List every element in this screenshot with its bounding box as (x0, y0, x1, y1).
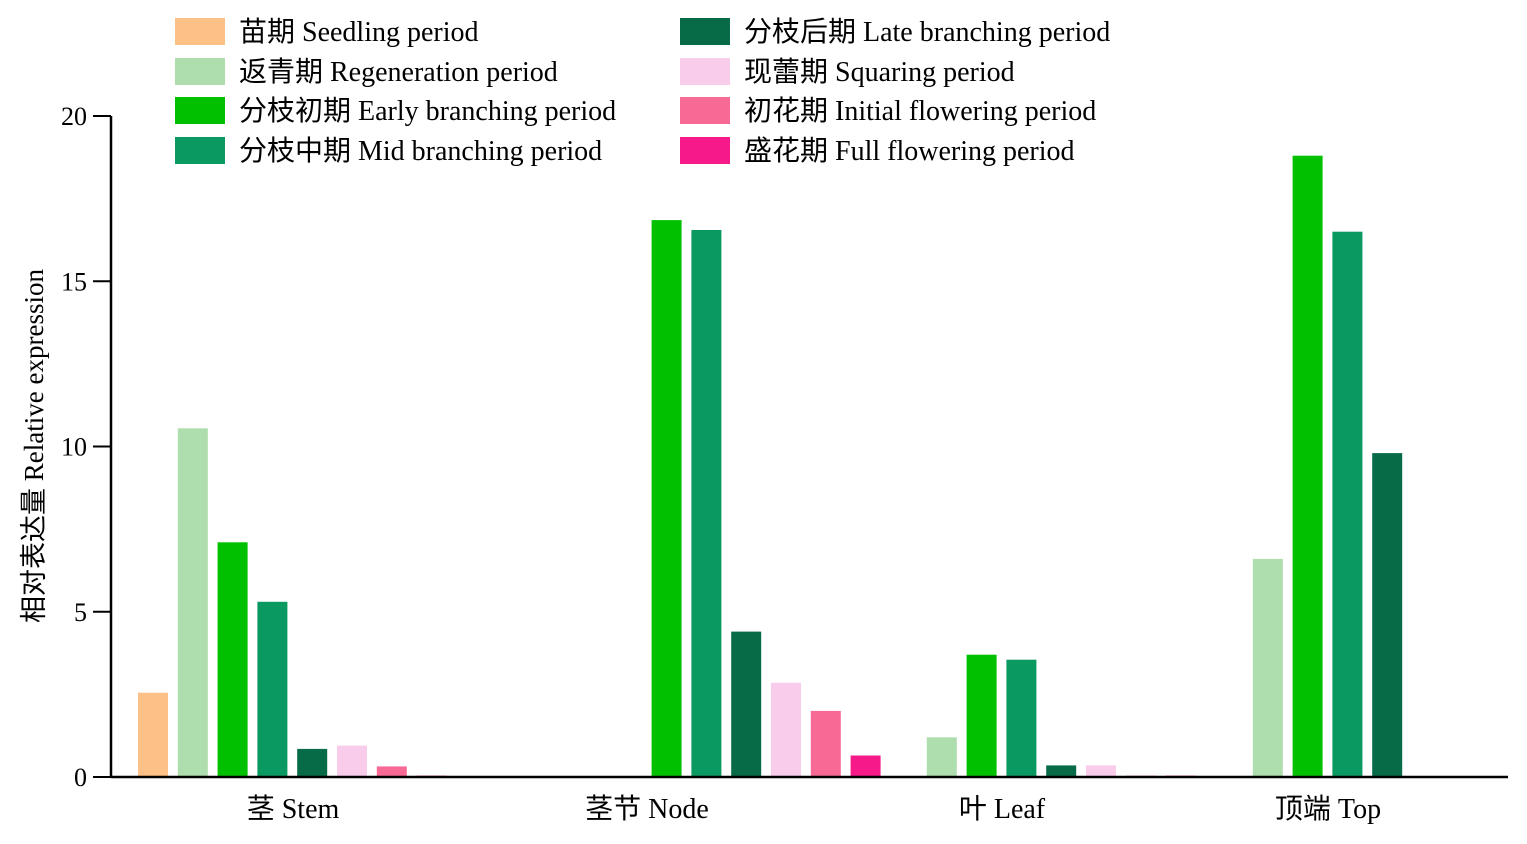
legend-swatch (175, 97, 225, 124)
y-axis-title: 相对表达量 Relative expression (19, 269, 49, 623)
y-tick-label: 5 (74, 598, 87, 627)
bar (257, 601, 288, 777)
legend-label: 初花期 Initial flowering period (744, 95, 1096, 127)
bar (177, 428, 208, 777)
x-tick-label: 叶 Leaf (959, 794, 1046, 825)
bar (1046, 765, 1077, 777)
bar (1006, 659, 1037, 777)
legend-swatch (680, 58, 730, 85)
y-tick-label: 0 (74, 763, 87, 792)
legend-swatch (680, 18, 730, 45)
x-tick-label: 茎节 Node (585, 793, 709, 825)
bar (337, 745, 367, 777)
bar (731, 631, 762, 777)
legend-label: 分枝后期 Late branching period (744, 16, 1110, 48)
legend-label: 苗期 Seedling period (239, 16, 479, 48)
legend-label: 盛花期 Full flowering period (744, 135, 1075, 167)
legend-label: 分枝中期 Mid branching period (239, 135, 602, 167)
bar (850, 755, 881, 777)
y-tick-label: 15 (61, 267, 87, 296)
x-tick-label: 茎 Stem (247, 793, 340, 825)
y-tick-label: 10 (61, 433, 87, 462)
legend-label: 返青期 Regeneration period (239, 56, 558, 88)
legend: 苗期 Seedling period 返青期 Regeneration perio… (175, 16, 1110, 167)
bar (966, 654, 997, 777)
bar (1086, 765, 1116, 777)
legend-label: 现蕾期 Squaring period (744, 56, 1015, 88)
bar (926, 737, 957, 777)
bar (651, 220, 682, 778)
legend-swatch (680, 137, 730, 164)
bar (771, 682, 801, 777)
y-tick-label: 20 (61, 102, 87, 131)
bar (1372, 453, 1403, 777)
legend-label: 分枝初期 Early branching period (239, 95, 616, 127)
bar (376, 766, 407, 777)
bar (1292, 155, 1323, 777)
legend-swatch (175, 58, 225, 85)
bar (1332, 231, 1363, 777)
x-tick-label: 顶端 Top (1275, 793, 1381, 825)
bar (217, 542, 248, 777)
legend-swatch (175, 137, 225, 164)
bars (138, 155, 1403, 778)
axes: 0 5 10 15 20 茎 Stem 茎节 Node 叶 Leaf 顶端 Top (61, 102, 1508, 825)
legend-swatch (680, 97, 730, 124)
legend-swatch (175, 18, 225, 45)
bar (297, 748, 328, 777)
bar (138, 692, 168, 777)
bar (691, 230, 722, 777)
bar (810, 710, 841, 777)
bar (1252, 558, 1283, 777)
